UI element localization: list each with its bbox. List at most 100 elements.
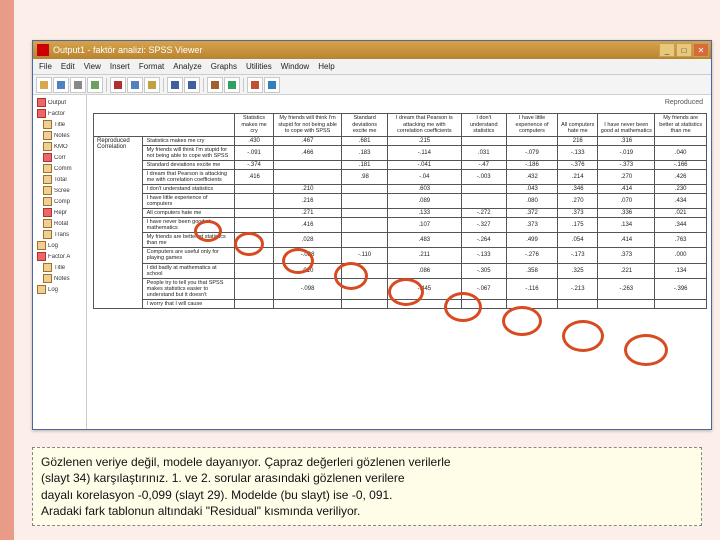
- preview-button[interactable]: [87, 77, 103, 93]
- tree-item[interactable]: Rotat: [35, 218, 84, 229]
- cell: .681: [342, 136, 387, 145]
- cell: .467: [273, 136, 342, 145]
- cell: [342, 185, 387, 194]
- cell: .603: [387, 185, 461, 194]
- tree-node-label: Title: [54, 265, 65, 271]
- tree-item[interactable]: Total: [35, 174, 84, 185]
- undo-button[interactable]: [167, 77, 183, 93]
- cell: [558, 299, 598, 308]
- maximize-button[interactable]: □: [676, 43, 692, 57]
- window-title: Output1 - faktör analizi: SPSS Viewer: [53, 45, 202, 55]
- cell: [342, 194, 387, 209]
- goto-button[interactable]: [224, 77, 240, 93]
- cell: -.04: [387, 169, 461, 184]
- tree-item[interactable]: KMO: [35, 141, 84, 152]
- tree-node-label: KMO: [54, 144, 68, 150]
- cell: [342, 233, 387, 248]
- menu-view[interactable]: View: [84, 62, 101, 71]
- cell: .416: [273, 218, 342, 233]
- tree-item[interactable]: Factor A: [35, 251, 84, 262]
- tree-node-icon: [37, 109, 46, 118]
- toolbar-separator: [243, 78, 244, 92]
- tree-item[interactable]: Title: [35, 119, 84, 130]
- tree-node-icon: [37, 285, 46, 294]
- outline-tree[interactable]: OutputFactorTitleNotesKMOCorrCommTotalSc…: [33, 95, 87, 429]
- tree-item[interactable]: Notes: [35, 130, 84, 141]
- tree-item[interactable]: Comm: [35, 163, 84, 174]
- cell: .031: [461, 145, 506, 160]
- cell: -.374: [235, 160, 273, 169]
- print-button[interactable]: [70, 77, 86, 93]
- cell: .183: [342, 145, 387, 160]
- cell: .336: [598, 209, 655, 218]
- cell: .175: [558, 218, 598, 233]
- toolbar-separator: [203, 78, 204, 92]
- cell: -.186: [506, 160, 557, 169]
- tree-item[interactable]: Corr: [35, 152, 84, 163]
- window-titlebar[interactable]: Output1 - faktör analizi: SPSS Viewer _ …: [33, 41, 711, 59]
- tree-item[interactable]: Notes: [35, 273, 84, 284]
- cell: .080: [506, 194, 557, 209]
- tree-item[interactable]: Title: [35, 262, 84, 273]
- redo-button[interactable]: [184, 77, 200, 93]
- menu-analyze[interactable]: Analyze: [173, 62, 201, 71]
- cell: [342, 299, 387, 308]
- tree-node-icon: [43, 197, 52, 206]
- tree-node-label: Log: [48, 287, 58, 293]
- menu-help[interactable]: Help: [318, 62, 334, 71]
- cell: .086: [387, 263, 461, 278]
- tree-item[interactable]: Output: [35, 97, 84, 108]
- cell: -.264: [461, 233, 506, 248]
- cell: .215: [387, 136, 461, 145]
- cell: [235, 209, 273, 218]
- copy-button[interactable]: [127, 77, 143, 93]
- cell: .344: [655, 218, 707, 233]
- cell: [387, 299, 461, 308]
- tree-item[interactable]: Log: [35, 240, 84, 251]
- menu-window[interactable]: Window: [281, 62, 309, 71]
- menu-edit[interactable]: Edit: [61, 62, 75, 71]
- tree-item[interactable]: Comp: [35, 196, 84, 207]
- cell: -.373: [598, 160, 655, 169]
- cell: .214: [558, 169, 598, 184]
- row-label: Statistics makes me cry: [142, 136, 235, 145]
- caption-line: Aradaki fark tablonun altındaki "Residua…: [41, 503, 693, 519]
- tree-item[interactable]: Scree: [35, 185, 84, 196]
- tree-item[interactable]: Log: [35, 284, 84, 295]
- caption-line: Gözlenen veriye değil, modele dayanıyor.…: [41, 454, 693, 470]
- paste-button[interactable]: [144, 77, 160, 93]
- close-button[interactable]: ✕: [693, 43, 709, 57]
- menu-file[interactable]: File: [39, 62, 52, 71]
- row-label: All computers hate me: [142, 209, 235, 218]
- chart-button[interactable]: [264, 77, 280, 93]
- output-viewport[interactable]: Reproduced Statistics makes me cryMy fri…: [87, 95, 711, 429]
- menu-format[interactable]: Format: [139, 62, 164, 71]
- cut-button[interactable]: [110, 77, 126, 93]
- cell: .414: [598, 233, 655, 248]
- menu-insert[interactable]: Insert: [110, 62, 130, 71]
- cell: [655, 299, 707, 308]
- tree-node-label: Notes: [54, 276, 70, 282]
- caption-line: (slayt 34) karşılaştırınız. 1. ve 2. sor…: [41, 470, 693, 486]
- cell: [461, 185, 506, 194]
- menu-utilities[interactable]: Utilities: [246, 62, 272, 71]
- tree-node-icon: [37, 252, 46, 261]
- toolbar-separator: [163, 78, 164, 92]
- tree-item[interactable]: Repr: [35, 207, 84, 218]
- cell: -.305: [461, 263, 506, 278]
- tree-item[interactable]: Trans: [35, 229, 84, 240]
- find-button[interactable]: [207, 77, 223, 93]
- pivot-button[interactable]: [247, 77, 263, 93]
- cell: -.166: [655, 160, 707, 169]
- cell: [342, 218, 387, 233]
- cell: .134: [598, 218, 655, 233]
- save-button[interactable]: [53, 77, 69, 93]
- tree-node-label: Total: [54, 177, 67, 183]
- minimize-button[interactable]: _: [659, 43, 675, 57]
- row-label: I worry that I will cause: [142, 299, 235, 308]
- tree-item[interactable]: Factor: [35, 108, 84, 119]
- tree-node-label: Trans: [54, 232, 69, 238]
- cell: .211: [387, 248, 461, 263]
- menu-graphs[interactable]: Graphs: [211, 62, 237, 71]
- open-button[interactable]: [36, 77, 52, 93]
